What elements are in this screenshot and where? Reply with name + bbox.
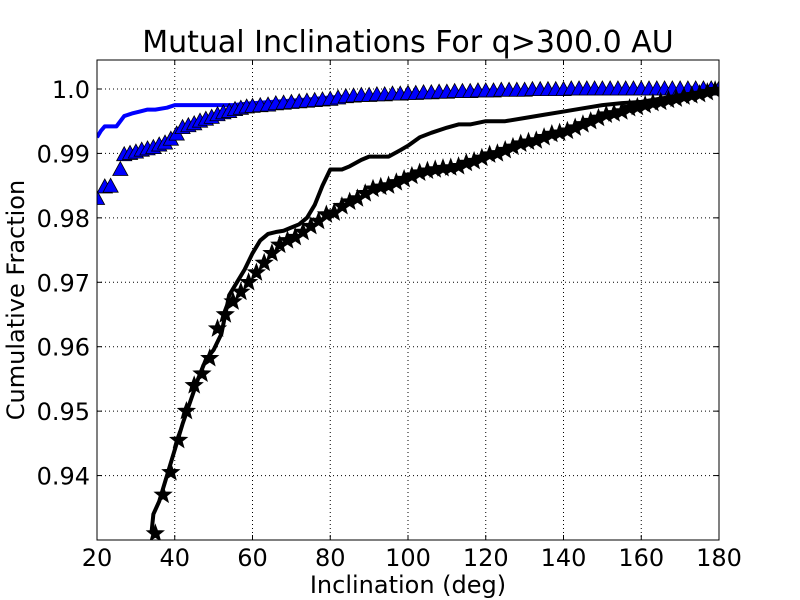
star-marker	[161, 462, 181, 481]
triangle-marker	[112, 160, 129, 176]
series-2	[149, 87, 719, 534]
y-axis-label: Cumulative Fraction	[2, 180, 30, 420]
star-marker	[223, 291, 243, 310]
x-tick-label: 180	[696, 544, 742, 572]
star-marker	[238, 272, 259, 291]
series-3	[145, 80, 719, 540]
x-tick-label: 60	[237, 544, 268, 572]
y-tick-label: 0.95	[37, 398, 90, 426]
star-marker	[231, 281, 251, 301]
star-marker	[168, 429, 189, 449]
x-tick-label: 120	[463, 544, 509, 572]
x-tick-label: 20	[82, 544, 113, 572]
y-tick-label: 0.97	[37, 269, 90, 297]
star-marker	[176, 400, 197, 420]
star-marker	[153, 484, 173, 504]
y-tick-label: 0.98	[37, 205, 90, 233]
x-tick-label: 140	[541, 544, 587, 572]
x-axis-label: Inclination (deg)	[310, 571, 506, 599]
star-marker	[262, 243, 282, 262]
star-marker	[207, 318, 228, 337]
series-line	[149, 87, 719, 534]
star-marker	[705, 80, 719, 99]
x-tick-label: 100	[385, 544, 431, 572]
y-tick-labels: 0.94 0.95 0.96 0.97 0.98 0.99 1.0	[37, 76, 90, 491]
x-tick-label: 40	[159, 544, 190, 572]
x-tick-label: 80	[315, 544, 346, 572]
y-tick-label: 0.94	[37, 463, 90, 491]
star-marker	[145, 523, 165, 540]
y-tick-label: 0.99	[37, 140, 90, 168]
y-tick-label: 1.0	[52, 76, 90, 104]
star-marker	[246, 262, 267, 281]
star-marker	[200, 348, 220, 367]
star-marker	[192, 363, 212, 382]
triangle-marker	[102, 177, 119, 193]
triangle-marker	[97, 189, 106, 205]
plot-area	[97, 80, 719, 540]
star-marker	[184, 375, 204, 394]
chart-title: Mutual Inclinations For q>300.0 AU	[142, 25, 673, 60]
x-tick-labels: 20 40 60 80 100 120 140 160 180	[82, 544, 742, 572]
axis-ticks	[96, 60, 720, 540]
x-tick-label: 160	[618, 544, 664, 572]
star-marker	[254, 252, 274, 272]
star-marker	[215, 304, 235, 323]
y-tick-label: 0.96	[37, 334, 90, 362]
